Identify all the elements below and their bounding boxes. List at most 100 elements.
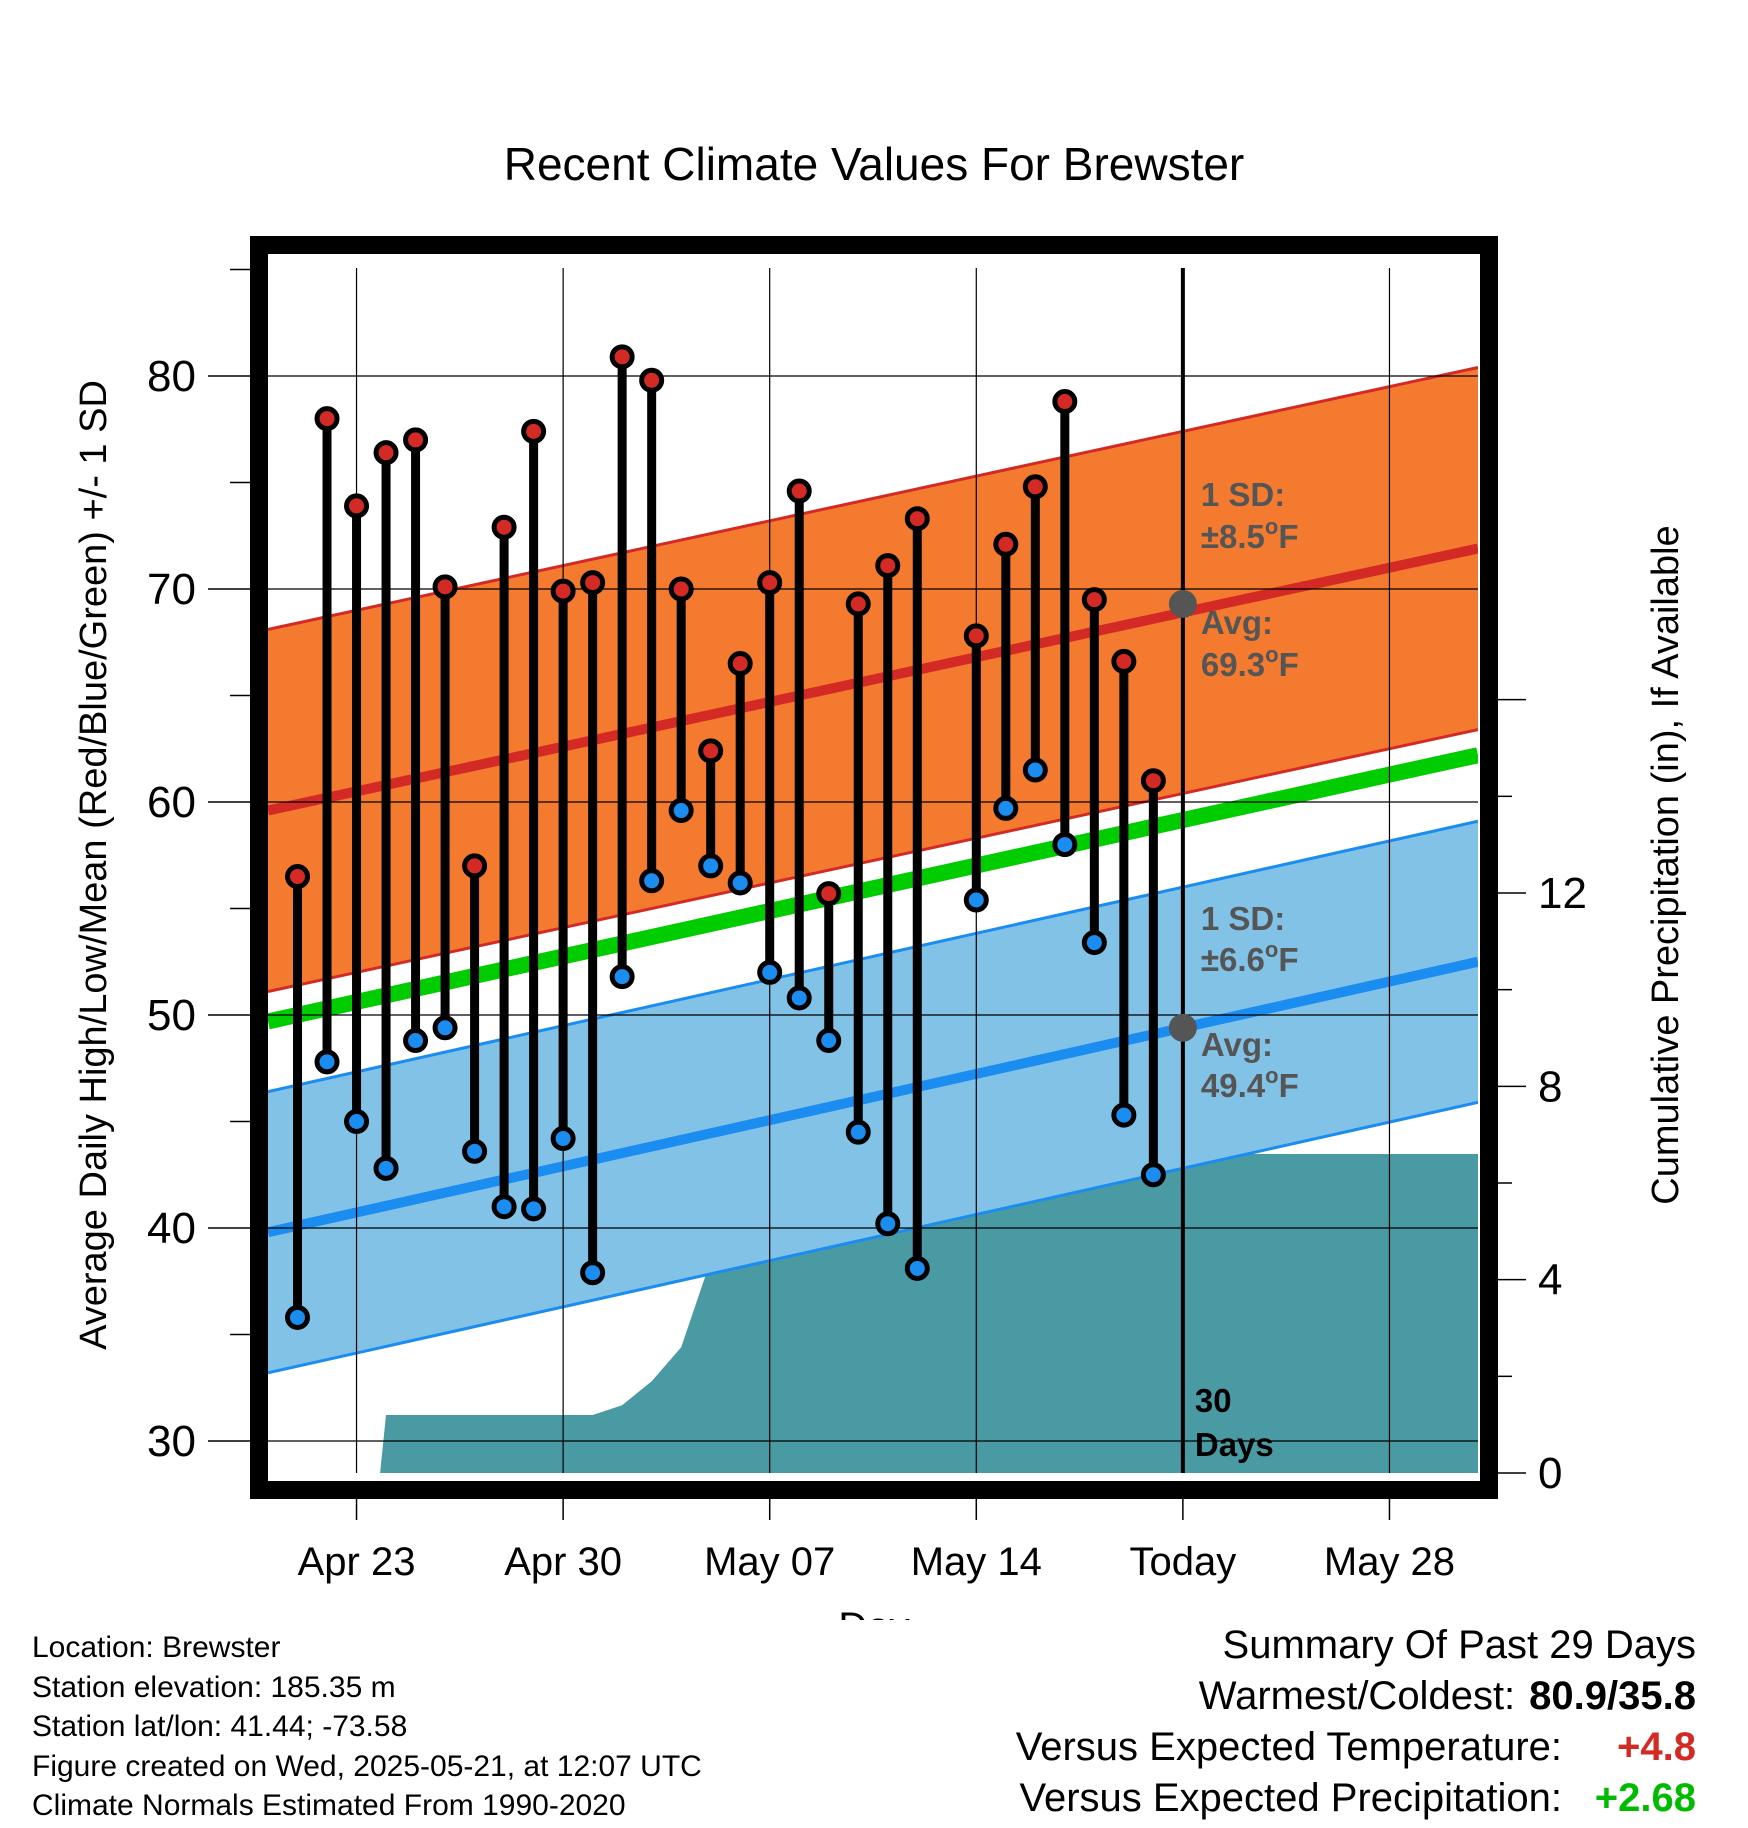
daily-high-point xyxy=(963,623,989,649)
daily-high-point xyxy=(668,576,694,602)
daily-high-point xyxy=(491,514,517,540)
daily-high-point xyxy=(462,853,488,879)
daily-high-point xyxy=(580,570,606,596)
daily-high-point xyxy=(816,881,842,907)
y-axis-label: Average Daily High/Low/Mean (Red/Blue/Gr… xyxy=(73,380,115,1350)
degree-mark: o xyxy=(1265,1063,1278,1088)
daily-low-point xyxy=(1052,832,1078,858)
daily-low-point xyxy=(373,1155,399,1181)
daily-high-point xyxy=(609,344,635,370)
precip-label: Versus Expected Precipitation: xyxy=(1019,1776,1562,1820)
normal-high-line xyxy=(268,543,1478,816)
high-avg-value: 69.3oF xyxy=(1201,642,1299,683)
daily-low-point xyxy=(816,1028,842,1054)
daily-low-point xyxy=(698,853,724,879)
y2-tick-label: 12 xyxy=(1538,869,1587,918)
x-tick-label: Today xyxy=(1130,1540,1237,1584)
warmest-label: Warmest/Coldest: xyxy=(1198,1674,1516,1718)
normals-text: Climate Normals Estimated From 1990-2020 xyxy=(32,1789,626,1822)
x-tick-label: Apr 23 xyxy=(298,1540,416,1584)
x-tick-label: May 07 xyxy=(704,1540,835,1584)
y-axis-ticks xyxy=(208,268,250,1442)
today-high-avg-point xyxy=(1168,589,1197,618)
daily-low-point xyxy=(845,1119,871,1145)
temp-value: +4.8 xyxy=(1617,1725,1696,1769)
daily-high-point xyxy=(521,418,547,444)
daily-high-point xyxy=(845,591,871,617)
normal-high-lower-sd-line xyxy=(268,728,1478,994)
low-sd-label: 1 SD: xyxy=(1201,900,1285,937)
daily-high-point xyxy=(432,574,458,600)
daily-high-point xyxy=(904,506,930,532)
elevation-text: Station elevation: 185.35 m xyxy=(32,1670,396,1704)
x-axis-ticks xyxy=(355,1498,1391,1520)
unit-mark: F xyxy=(1279,646,1299,683)
daily-low-point xyxy=(727,870,753,896)
y-tick-label: 50 xyxy=(147,991,196,1040)
created-text: Figure created on Wed, 2025-05-21, at 12… xyxy=(32,1749,702,1783)
daily-high-point xyxy=(993,531,1019,557)
daily-low-point xyxy=(580,1260,606,1286)
y-tick-label: 80 xyxy=(147,352,196,401)
daily-bars xyxy=(285,344,1166,1330)
daily-high-point xyxy=(403,427,429,453)
daily-high-point xyxy=(1052,389,1078,415)
low-avg-label: Avg: xyxy=(1201,1026,1273,1063)
today-low-avg-point xyxy=(1168,1013,1197,1042)
high-sd-value: ±8.5oF xyxy=(1201,514,1299,555)
daily-low-point xyxy=(1081,930,1107,956)
days-label: Days xyxy=(1195,1426,1274,1463)
latlon-text: Station lat/lon: 41.44; -73.58 xyxy=(32,1710,408,1743)
summary-temp-row: Versus Expected Temperature: +4.8 xyxy=(1016,1722,1696,1773)
y-tick-label: 70 xyxy=(147,565,196,614)
normal-low-upper-sd-line xyxy=(268,819,1478,1094)
daily-low-point xyxy=(344,1109,370,1134)
plot-area xyxy=(268,268,1478,1473)
daily-low-point xyxy=(550,1126,576,1152)
daily-low-point xyxy=(1140,1162,1166,1188)
y2-tick-label: 8 xyxy=(1538,1062,1562,1111)
daily-high-point xyxy=(373,440,399,466)
degree-mark: o xyxy=(1265,937,1278,962)
summary-panel: Summary Of Past 29 Days Warmest/Coldest:… xyxy=(1016,1620,1696,1824)
precip-area xyxy=(327,1154,1478,1473)
y-tick-label: 30 xyxy=(147,1417,196,1466)
daily-high-point xyxy=(727,651,753,677)
daily-high-point xyxy=(757,570,783,596)
summary-title: Summary Of Past 29 Days xyxy=(1222,1623,1696,1667)
daily-low-point xyxy=(993,795,1019,821)
y2-axis-ticks xyxy=(1498,698,1526,1474)
degree-mark: o xyxy=(1265,514,1278,539)
daily-high-point xyxy=(875,553,901,579)
temp-label: Versus Expected Temperature: xyxy=(1015,1725,1562,1769)
normal-mean-line xyxy=(268,747,1478,1030)
low-avg-value: 49.4oF xyxy=(1201,1063,1299,1104)
normal-high-upper-sd-line xyxy=(268,366,1478,631)
summary-warmest-row: Warmest/Coldest: 80.9/35.8 xyxy=(1016,1671,1696,1722)
daily-low-point xyxy=(757,959,783,985)
daily-low-point xyxy=(462,1138,488,1164)
daily-high-point xyxy=(639,367,665,393)
daily-low-point xyxy=(521,1196,547,1222)
days-count: 30 xyxy=(1195,1382,1232,1419)
unit-mark: F xyxy=(1278,941,1298,978)
y2-axis-label: Cumulative Precipitation (in), If Availa… xyxy=(1645,525,1687,1204)
daily-high-point xyxy=(786,478,812,504)
y2-tick-label: 0 xyxy=(1538,1449,1562,1498)
x-axis-label: Day xyxy=(838,1605,909,1620)
daily-high-point xyxy=(344,493,370,519)
high-sd-label: 1 SD: xyxy=(1201,476,1285,513)
daily-low-point xyxy=(1022,757,1048,783)
daily-high-point xyxy=(1111,648,1137,674)
daily-high-point xyxy=(1081,587,1107,613)
daily-low-point xyxy=(904,1255,930,1281)
daily-high-point xyxy=(1022,474,1048,500)
daily-low-point xyxy=(491,1194,517,1220)
chart-title: Recent Climate Values For Brewster xyxy=(504,138,1245,190)
location-text: Location: Brewster xyxy=(32,1631,281,1664)
station-info: Location: Brewster Station elevation: 18… xyxy=(32,1628,702,1826)
y-tick-label: 60 xyxy=(147,778,196,827)
degree-mark: o xyxy=(1265,642,1278,667)
daily-high-point xyxy=(1140,768,1166,794)
x-tick-label: May 28 xyxy=(1324,1540,1455,1584)
